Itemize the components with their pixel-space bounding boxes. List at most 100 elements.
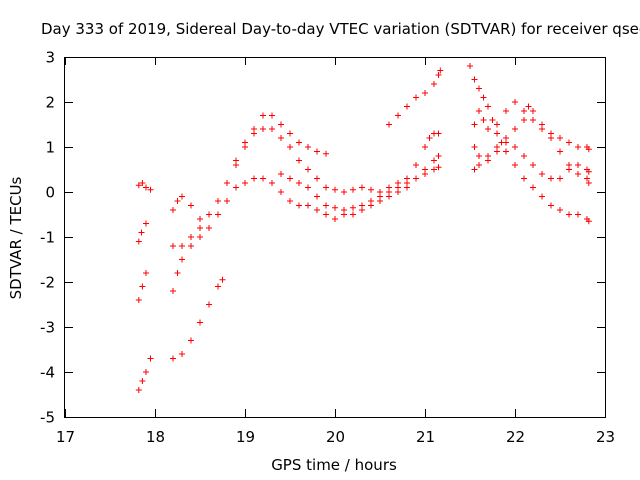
data-point [341, 189, 347, 195]
data-point [575, 162, 581, 168]
data-point [197, 234, 203, 240]
data-point [413, 94, 419, 101]
data-point [260, 126, 266, 132]
data-point [242, 139, 248, 146]
data-point [206, 301, 212, 308]
data-point [548, 175, 554, 182]
data-point [359, 202, 365, 209]
data-point [135, 387, 142, 393]
data-point [548, 135, 554, 141]
data-point [147, 186, 154, 193]
x-tick-label: 22 [506, 428, 525, 446]
data-point [368, 198, 374, 204]
data-point [139, 378, 146, 384]
data-point [467, 63, 473, 69]
data-point [435, 72, 442, 78]
data-point [170, 207, 176, 213]
data-point [197, 216, 203, 222]
data-point [260, 175, 266, 182]
series-track-7 [467, 63, 592, 225]
y-tick-label: 1 [45, 139, 55, 157]
data-point [170, 288, 176, 294]
data-point [287, 144, 293, 150]
data-point [503, 139, 509, 146]
data-point [224, 180, 230, 186]
data-point [350, 204, 356, 211]
data-point [566, 166, 572, 173]
data-point [135, 182, 142, 189]
data-point [359, 184, 365, 191]
data-point [435, 130, 442, 137]
data-point [431, 166, 437, 173]
data-point [170, 355, 176, 362]
data-point [174, 198, 181, 204]
y-tick-label: -1 [40, 229, 55, 247]
data-point [585, 146, 592, 153]
data-point [485, 126, 491, 132]
data-point [471, 166, 478, 173]
data-point [395, 184, 401, 191]
x-tick-label: 23 [596, 428, 615, 446]
data-point [426, 135, 433, 141]
data-point [575, 211, 581, 218]
data-point [377, 193, 383, 200]
data-point [138, 229, 145, 236]
data-point [179, 351, 185, 357]
data-point [530, 108, 536, 114]
data-point [219, 276, 226, 283]
y-tick-label: -5 [40, 409, 55, 427]
data-point [539, 171, 545, 177]
y-tick-label: -2 [40, 274, 55, 292]
data-point [143, 270, 149, 276]
data-point [287, 198, 293, 204]
data-point [584, 175, 590, 182]
data-point [332, 216, 338, 222]
data-point [512, 144, 518, 150]
data-point [197, 225, 203, 231]
data-point [471, 121, 478, 128]
data-point [139, 283, 146, 290]
series-track-3 [135, 153, 442, 303]
data-point [512, 126, 518, 132]
data-point [557, 148, 563, 155]
y-tick-label: -3 [40, 319, 55, 337]
series-track-6 [386, 67, 444, 128]
data-point [143, 184, 149, 191]
data-point [215, 283, 221, 290]
data-point [170, 243, 176, 249]
data-point [485, 157, 491, 164]
data-point [206, 225, 212, 231]
data-point [305, 144, 311, 150]
data-point [480, 117, 487, 123]
data-point [323, 150, 329, 157]
data-point [251, 130, 257, 137]
data-point [431, 157, 437, 164]
data-point [350, 186, 356, 193]
x-axis-label: GPS time / hours [271, 456, 397, 474]
data-point [278, 171, 284, 177]
data-point [476, 108, 482, 114]
data-point [566, 139, 572, 146]
data-point [413, 175, 419, 182]
data-point [278, 135, 284, 141]
data-point [557, 135, 563, 141]
data-point [188, 337, 194, 344]
data-point [188, 243, 194, 249]
series-track-5 [278, 164, 442, 213]
data-point [215, 211, 221, 218]
data-point [476, 153, 482, 159]
x-tick-label: 19 [236, 428, 255, 446]
data-point [585, 218, 592, 225]
data-point [512, 162, 518, 168]
data-point [139, 180, 146, 186]
data-point [431, 81, 437, 87]
series-track-2 [135, 126, 442, 249]
data-point [314, 175, 320, 182]
data-point [224, 198, 230, 204]
data-point [332, 186, 338, 193]
chart-title: Day 333 of 2019, Sidereal Day-to-day VTE… [41, 20, 640, 38]
data-point [585, 180, 592, 186]
y-tick-label: 2 [45, 94, 55, 112]
data-point [566, 211, 572, 218]
